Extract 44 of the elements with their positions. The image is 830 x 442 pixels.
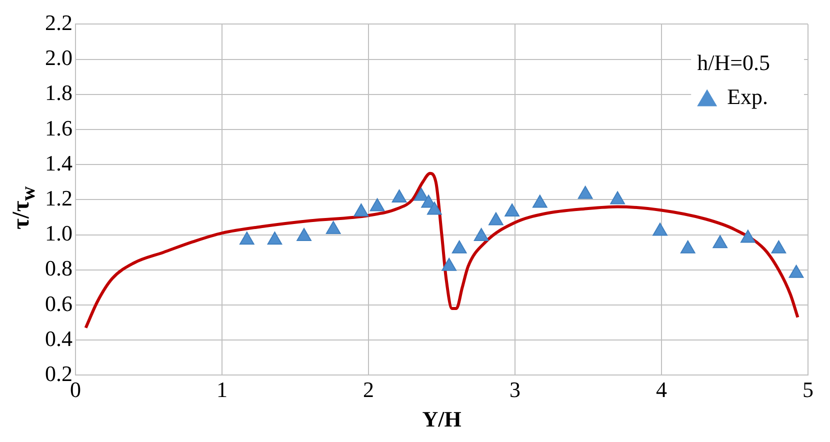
point xyxy=(788,264,804,278)
point xyxy=(740,230,756,243)
point xyxy=(442,258,457,271)
y-tick-label: 0.8 xyxy=(45,256,72,281)
x-tick-label: 5 xyxy=(802,377,814,402)
point xyxy=(354,203,369,216)
point xyxy=(414,188,429,201)
legend-title: h/H=0.5 xyxy=(697,50,770,75)
y-tick-label: 1.4 xyxy=(45,150,72,176)
line-series xyxy=(84,172,800,330)
y-tick-label: 1.0 xyxy=(45,220,72,246)
y-tick-label: 2.2 xyxy=(45,10,72,35)
x-tick-label: 0 xyxy=(70,377,81,402)
y-tick-label: 1.8 xyxy=(45,80,72,106)
point xyxy=(452,240,467,254)
x-tick-label: 3 xyxy=(510,377,520,402)
point xyxy=(652,222,668,236)
y-tick-label: 0.6 xyxy=(45,290,72,316)
point xyxy=(370,198,385,212)
point xyxy=(267,232,282,245)
y-tick-label: 0.4 xyxy=(45,326,72,351)
point xyxy=(426,202,442,215)
point xyxy=(474,228,489,242)
point xyxy=(610,191,625,204)
point xyxy=(578,186,593,199)
point xyxy=(532,194,548,208)
y-tick-label: 1.6 xyxy=(45,115,72,140)
point xyxy=(712,235,728,248)
x-tick-label: 1 xyxy=(216,377,228,402)
point xyxy=(326,221,341,234)
point xyxy=(680,240,696,254)
x-tick-label: 2 xyxy=(363,377,374,402)
x-tick-label: 4 xyxy=(656,377,667,402)
x-axis-title: Y/H xyxy=(422,406,462,432)
legend-label: Exp. xyxy=(727,84,768,109)
y-tick-label: 0.2 xyxy=(45,360,72,386)
point xyxy=(239,232,254,245)
point xyxy=(392,189,407,202)
y-tick-label: 1.2 xyxy=(45,185,72,210)
point xyxy=(771,240,786,254)
point xyxy=(504,203,520,216)
point xyxy=(488,212,504,226)
y-tick-label: 2.0 xyxy=(45,45,72,70)
point xyxy=(296,228,312,242)
